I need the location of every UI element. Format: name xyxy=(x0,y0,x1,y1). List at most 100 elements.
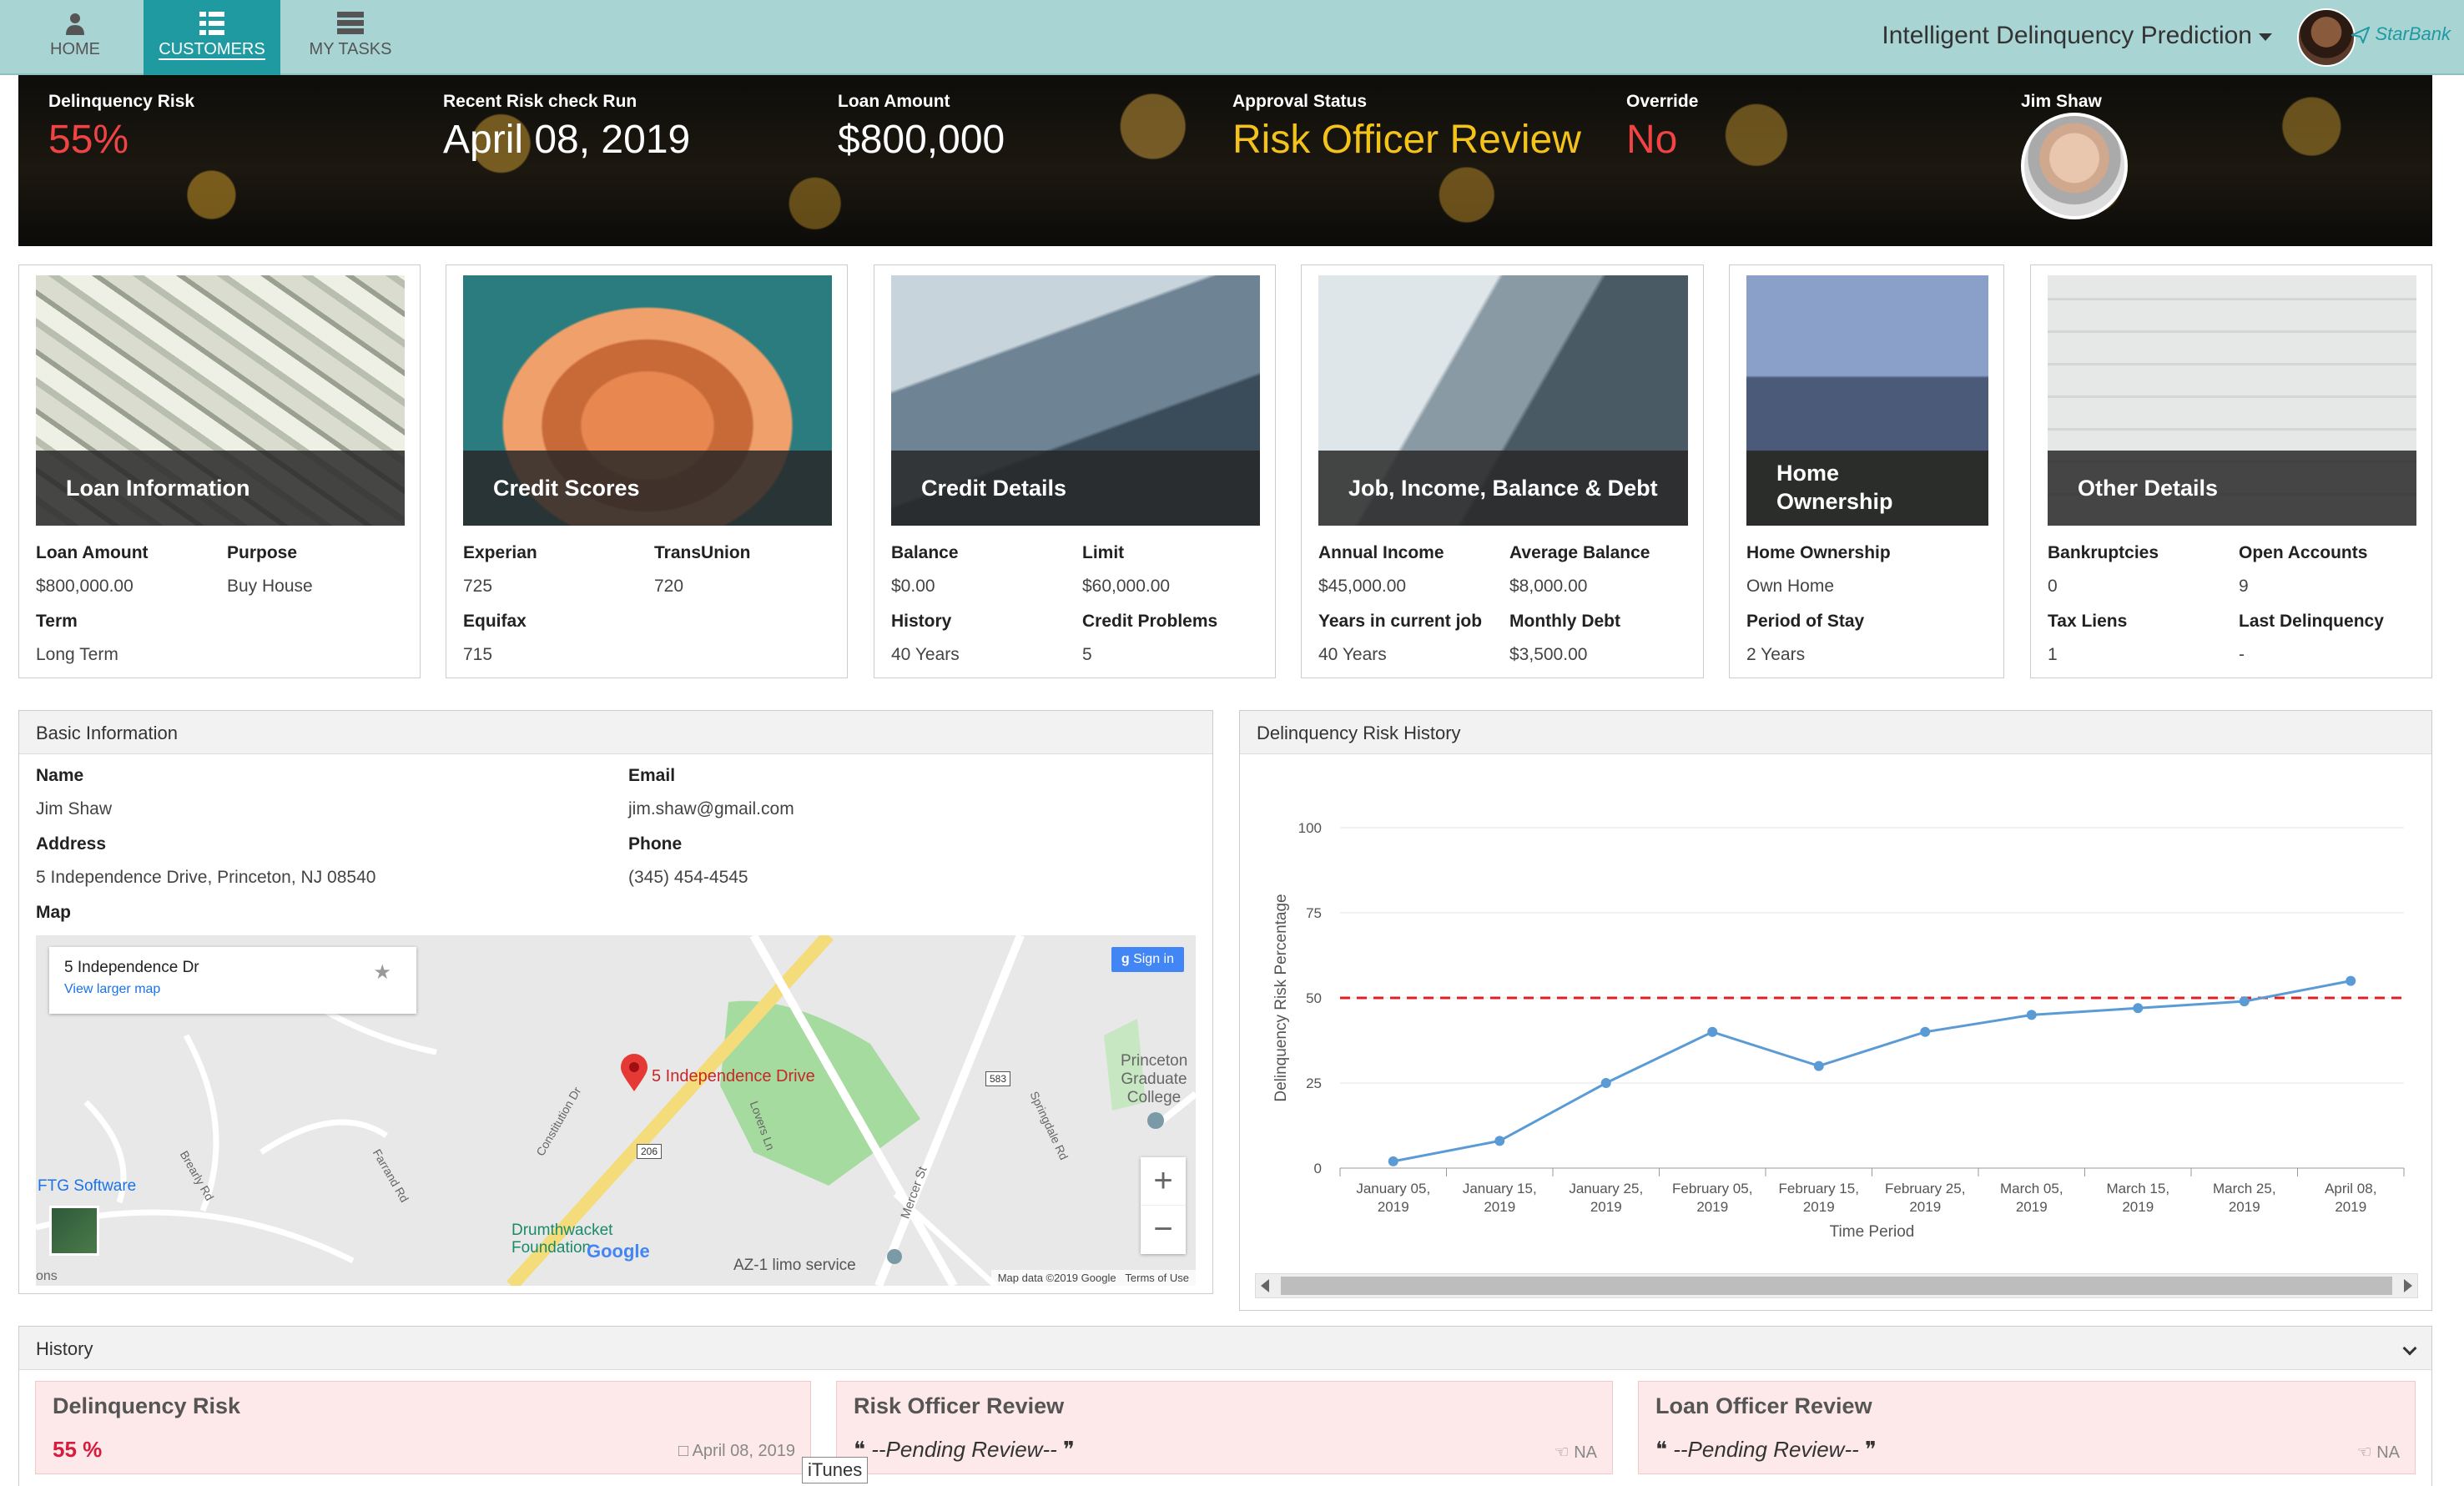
collapse-chevron-icon[interactable] xyxy=(2402,1341,2417,1356)
banner-customer: Jim Shaw xyxy=(2021,92,2102,112)
map-sign-in-button[interactable]: g Sign in xyxy=(1111,947,1184,972)
card-other-details[interactable]: Other Details Bankruptcies 0 Open Account… xyxy=(2030,264,2432,678)
panel-title: Basic Information xyxy=(19,711,1212,754)
x-tick-label: March 25, xyxy=(2213,1181,2276,1196)
quote-close-icon: ❞ xyxy=(1865,1437,1877,1462)
data-point xyxy=(1494,1136,1505,1146)
x-tick-label: 2019 xyxy=(1378,1199,1409,1215)
history-header[interactable]: History xyxy=(19,1327,2431,1370)
history-card-loan-officer: Loan Officer Review ❝ --Pending Review--… xyxy=(1638,1381,2416,1474)
satellite-toggle[interactable] xyxy=(49,1206,99,1256)
send-icon xyxy=(2350,26,2371,45)
y-tick-label: 75 xyxy=(1306,905,1322,921)
quote-close-icon: ❞ xyxy=(1063,1437,1075,1462)
banner-value: $800,000 xyxy=(838,118,1005,162)
field-last-delinquency: Last Delinquency - xyxy=(2239,612,2384,665)
risk-history-panel: Delinquency Risk History 0 25 50 75 100 Janua… xyxy=(1239,710,2432,1311)
field-value: (345) 454-4545 xyxy=(628,868,748,887)
card-credit-details[interactable]: Credit Details Balance $0.00 Limit $60,000… xyxy=(874,264,1276,678)
field-experian: Experian 725 xyxy=(463,543,537,597)
x-axis-label: Time Period xyxy=(1830,1223,1915,1241)
history-card-quote: ❝ --Pending Review-- ❞ xyxy=(854,1437,1075,1463)
x-tick-label: 2019 xyxy=(1484,1199,1515,1215)
field-credit-problems: Credit Problems 5 xyxy=(1082,612,1217,665)
field-bankruptcies: Bankruptcies 0 xyxy=(2048,543,2159,597)
google-map[interactable]: 5 Independence Dr View larger map ★ g Si… xyxy=(36,935,1196,1286)
map-info-box: 5 Independence Dr View larger map ★ xyxy=(49,947,416,1014)
dollar-bill-image: Other Details xyxy=(2048,275,2416,526)
school-pin-icon xyxy=(1147,1112,1164,1129)
card-home-ownership[interactable]: Home Ownership Home Ownership Own Home Pe… xyxy=(1729,264,2004,678)
poi-limo: AZ-1 limo service xyxy=(733,1257,856,1274)
field-value: 1 xyxy=(2048,645,2058,664)
star-icon[interactable]: ★ xyxy=(373,961,391,984)
data-point xyxy=(1388,1156,1398,1166)
app-title-dropdown[interactable]: Intelligent Delinquency Prediction xyxy=(1882,22,2272,50)
data-point xyxy=(1920,1026,1931,1037)
chart-scrollbar[interactable] xyxy=(1255,1273,2418,1298)
history-card-title: Delinquency Risk xyxy=(53,1393,241,1418)
nav-my-tasks-label: MY TASKS xyxy=(309,40,392,58)
x-tick-label: 2019 xyxy=(2122,1199,2154,1215)
field-limit: Limit $60,000.00 xyxy=(1082,543,1170,597)
card-job-income[interactable]: Job, Income, Balance & Debt Annual Incom… xyxy=(1301,264,1704,678)
field-phone: Phone (345) 454-4545 xyxy=(628,834,748,888)
field-label: Address xyxy=(36,834,107,854)
google-g-icon: g xyxy=(1121,952,1130,966)
card-loan-information[interactable]: Loan Information Loan Amount $800,000.00 … xyxy=(18,264,421,678)
map-marker[interactable]: 5 Independence Drive xyxy=(620,1054,815,1096)
banner-value: No xyxy=(1626,118,1678,162)
scroll-right-icon[interactable] xyxy=(2404,1279,2412,1292)
customer-photo xyxy=(2021,113,2128,219)
poi-princeton: Princeton Graduate College xyxy=(1121,1052,1188,1106)
x-tick-label: February 25, xyxy=(1885,1181,1965,1196)
scores-image: Credit Scores xyxy=(463,275,832,526)
user-avatar[interactable] xyxy=(2297,8,2356,67)
scrollbar-thumb[interactable] xyxy=(1281,1277,2392,1295)
brand-logo: StarBank xyxy=(2350,23,2451,45)
nav-my-tasks[interactable]: MY TASKS xyxy=(282,0,419,75)
y-tick-label: 0 xyxy=(1314,1161,1322,1176)
terms-of-use-link[interactable]: Terms of Use xyxy=(1125,1272,1189,1284)
y-axis-label: Delinquency Risk Percentage xyxy=(1272,894,1290,1101)
data-point xyxy=(2239,996,2250,1007)
x-tick-label: April 08, xyxy=(2325,1181,2376,1196)
card-credit-scores[interactable]: Credit Scores Experian 725 TransUnion 720 … xyxy=(446,264,848,678)
field-value: Jim Shaw xyxy=(36,799,113,819)
field-value: 5 xyxy=(1082,645,1092,664)
note-text: NA xyxy=(2376,1443,2400,1462)
data-point xyxy=(2133,1003,2144,1014)
history-card-value: 55 % xyxy=(53,1437,103,1462)
view-larger-map-link[interactable]: View larger map xyxy=(64,982,161,996)
history-card-delinquency: Delinquency Risk 55 % □ April 08, 2019 xyxy=(35,1381,811,1474)
zoom-out-button[interactable]: − xyxy=(1153,1211,1173,1247)
field-label: Tax Liens xyxy=(2048,612,2128,631)
grid-icon xyxy=(144,12,280,35)
customer-banner: Delinquency Risk 55% Recent Risk check R… xyxy=(18,75,2432,246)
field-label: History xyxy=(891,612,952,631)
field-purpose: Purpose Buy House xyxy=(227,543,313,597)
nav-home[interactable]: HOME xyxy=(7,0,144,75)
x-tick-label: March 05, xyxy=(2000,1181,2063,1196)
data-point xyxy=(1600,1078,1611,1088)
quote-open-icon: ❝ xyxy=(1655,1437,1667,1462)
nav-customers[interactable]: CUSTOMERS xyxy=(144,0,280,75)
field-label: Term xyxy=(36,612,78,631)
x-tick-label: January 25, xyxy=(1569,1181,1643,1196)
field-label: Years in current job xyxy=(1318,612,1483,631)
x-tick-label: 2019 xyxy=(2229,1199,2260,1215)
scroll-left-icon[interactable] xyxy=(1261,1279,1269,1292)
customer-name: Jim Shaw xyxy=(2021,92,2102,111)
card-caption: Credit Details xyxy=(891,451,1260,526)
history-card-value: --Pending Review-- xyxy=(871,1437,1057,1462)
field-label: Home Ownership xyxy=(1746,543,1891,562)
field-label: Balance xyxy=(891,543,959,562)
field-label: Last Delinquency xyxy=(2239,612,2384,631)
field-loan-amount: Loan Amount $800,000.00 xyxy=(36,543,149,597)
user-icon xyxy=(7,12,144,35)
zoom-in-button[interactable]: + xyxy=(1141,1157,1186,1206)
field-label: Bankruptcies xyxy=(2048,543,2159,562)
field-period-of-stay: Period of Stay 2 Years xyxy=(1746,612,1864,665)
data-point xyxy=(1707,1026,1718,1037)
field-email: Email jim.shaw@gmail.com xyxy=(628,766,794,819)
